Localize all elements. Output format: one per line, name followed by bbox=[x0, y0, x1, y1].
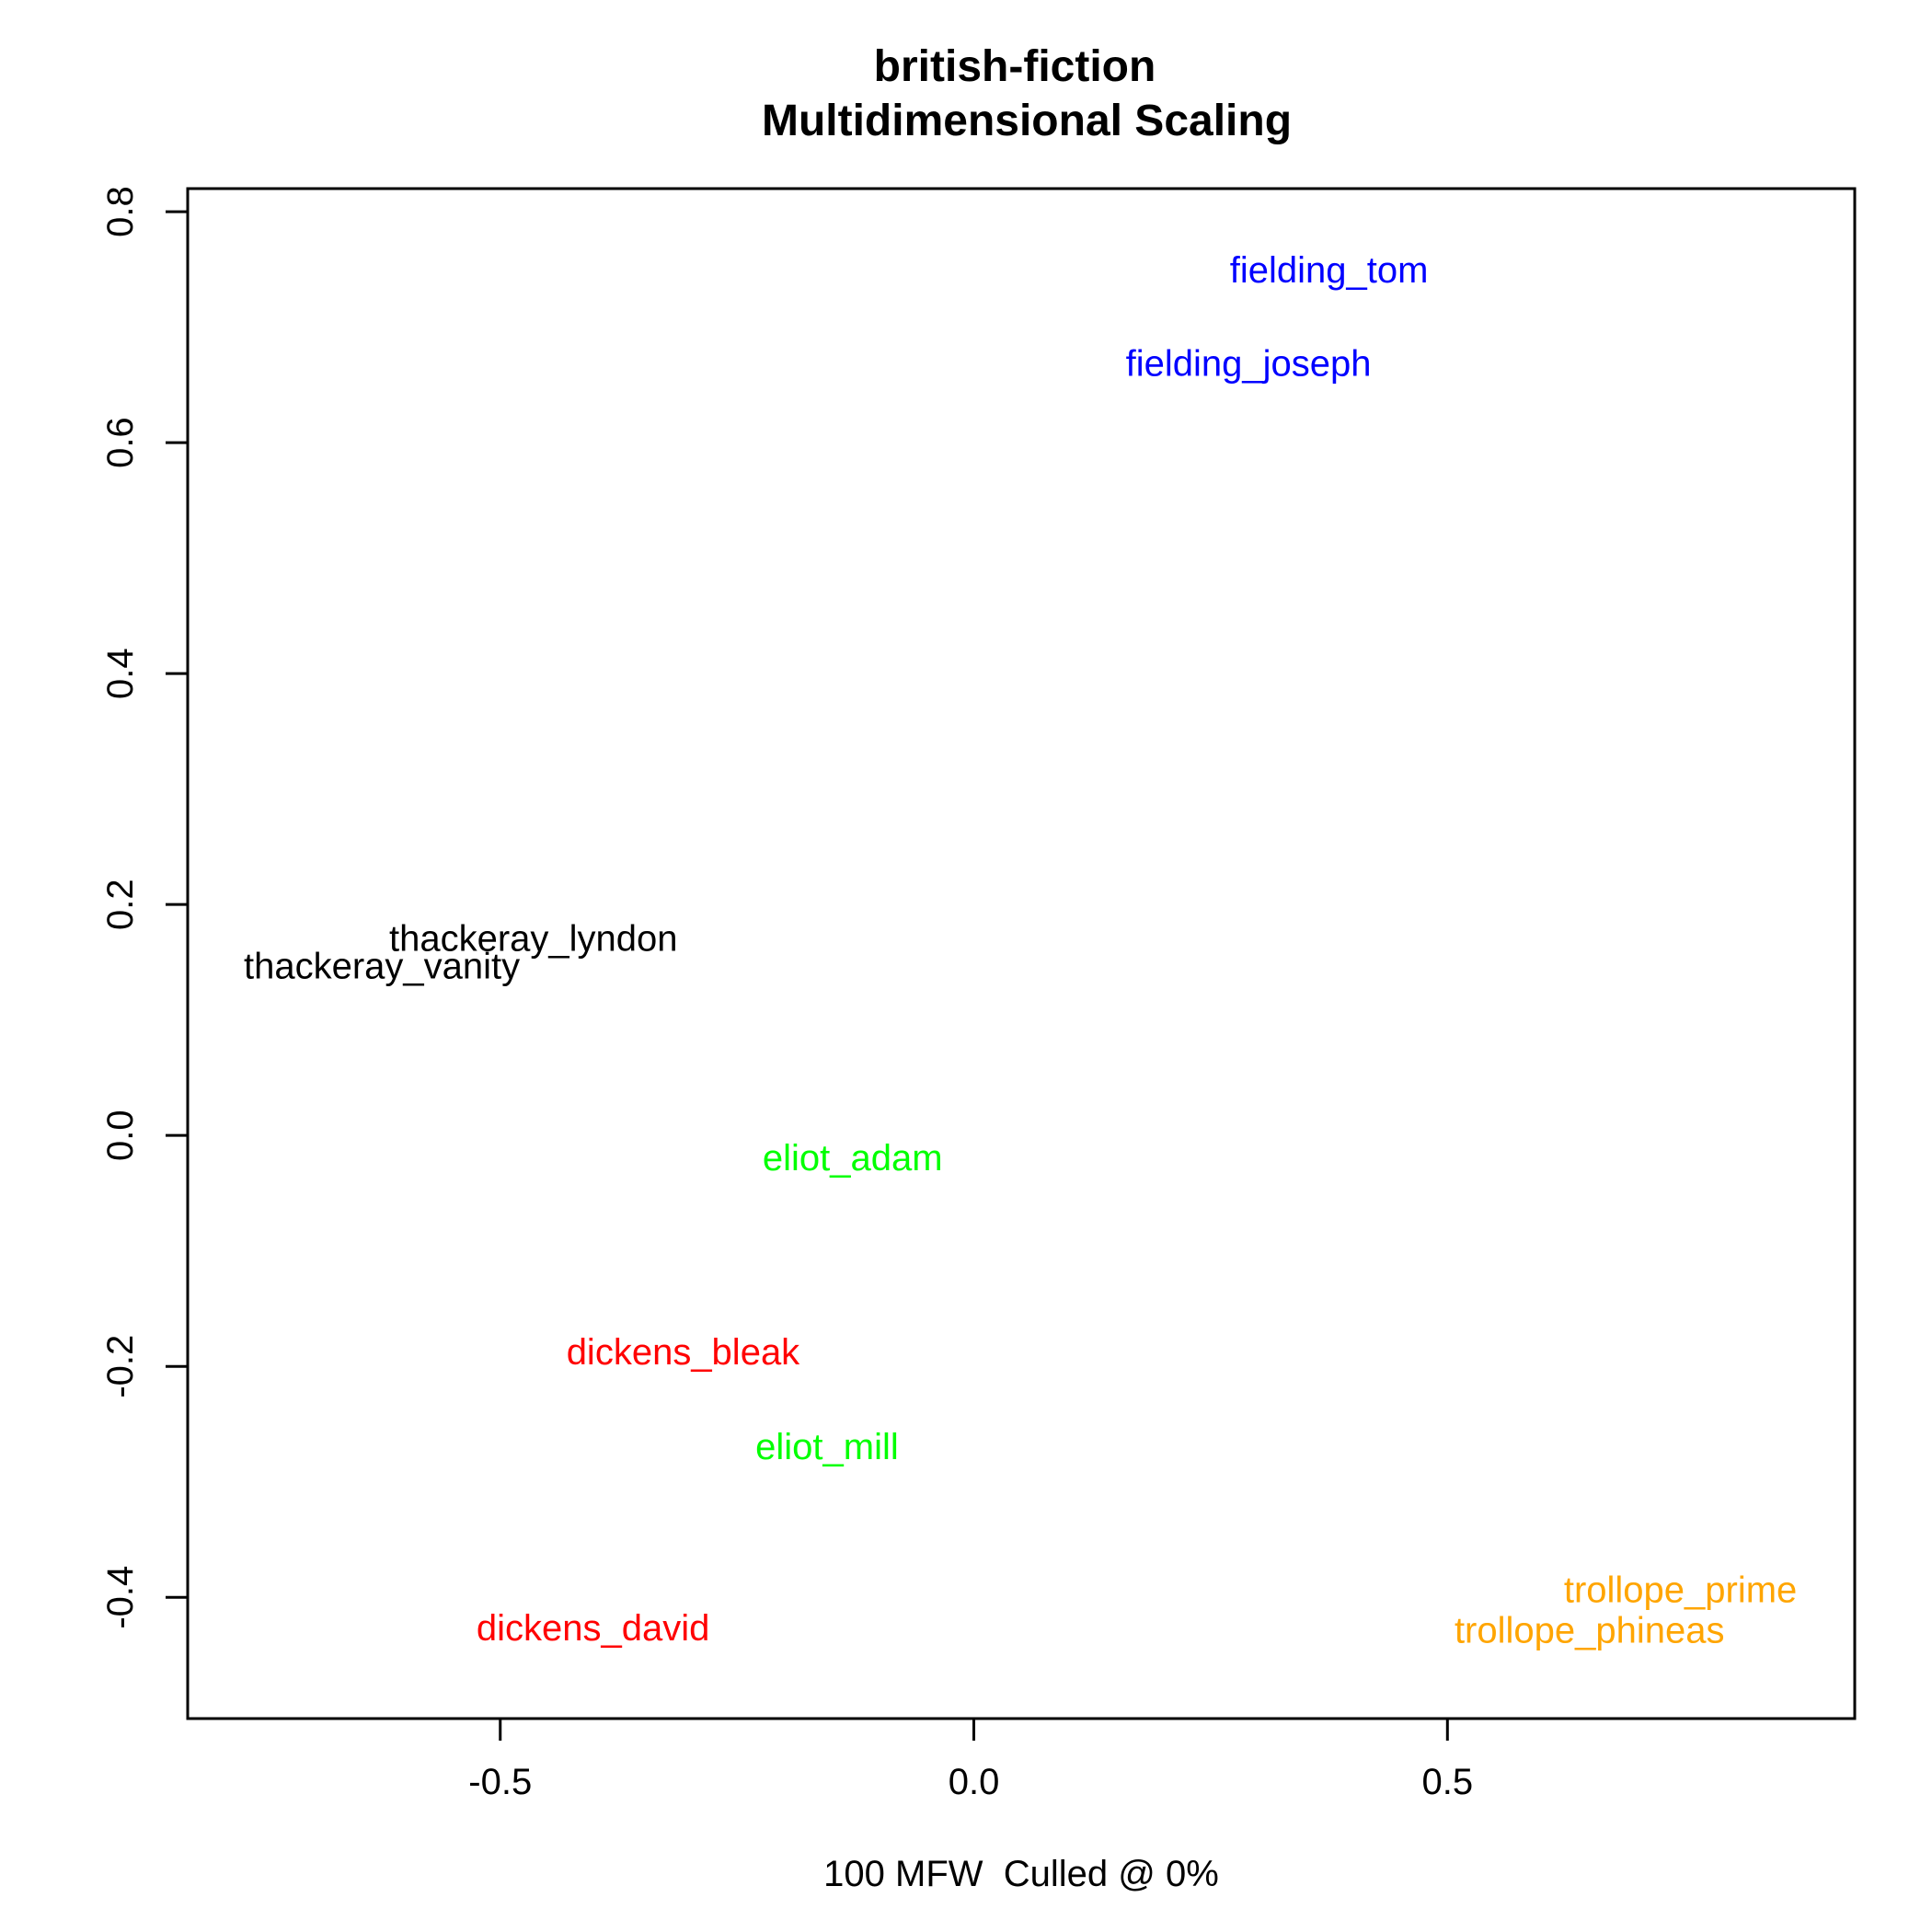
chart-title: british-fiction bbox=[874, 42, 1156, 91]
point-dickens-bleak: dickens_bleak bbox=[567, 1332, 800, 1373]
point-fielding-joseph: fielding_joseph bbox=[1126, 344, 1372, 385]
y-tick-label: 0.0 bbox=[100, 1110, 141, 1161]
y-tick-label: -0.2 bbox=[100, 1335, 141, 1398]
y-tick-label: 0.2 bbox=[100, 879, 141, 930]
point-trollope-prime: trollope_prime bbox=[1564, 1570, 1797, 1610]
x-tick-label: 0.5 bbox=[1421, 1762, 1473, 1802]
point-trollope-phineas: trollope_phineas bbox=[1455, 1610, 1725, 1650]
x-axis: -0.5 0.0 0.5 bbox=[468, 1717, 1473, 1802]
y-tick-label: 0.4 bbox=[100, 648, 141, 699]
x-axis-label: 100 MFW Culled @ 0% bbox=[823, 1854, 1219, 1894]
chart-subtitle: Multidimensional Scaling bbox=[762, 97, 1292, 145]
point-fielding-tom: fielding_tom bbox=[1230, 250, 1429, 291]
point-thackeray-vanity: thackeray_vanity bbox=[244, 947, 520, 987]
x-tick-label: 0.0 bbox=[949, 1762, 1000, 1802]
y-tick-label: 0.6 bbox=[100, 417, 141, 468]
x-tick-label: -0.5 bbox=[468, 1762, 532, 1802]
point-labels: fielding_tom fielding_joseph thackeray_lyn… bbox=[244, 250, 1797, 1651]
y-axis: -0.4 -0.2 0.0 0.2 0.4 0.6 0.8 bbox=[100, 186, 190, 1629]
y-tick-label: 0.8 bbox=[100, 186, 141, 237]
point-dickens-david: dickens_david bbox=[477, 1608, 710, 1649]
point-eliot-mill: eliot_mill bbox=[755, 1427, 899, 1467]
y-tick-label: -0.4 bbox=[100, 1566, 141, 1629]
point-thackeray-lyndon: thackeray_lyndon bbox=[389, 919, 678, 960]
point-eliot-adam: eliot_adam bbox=[763, 1138, 943, 1179]
